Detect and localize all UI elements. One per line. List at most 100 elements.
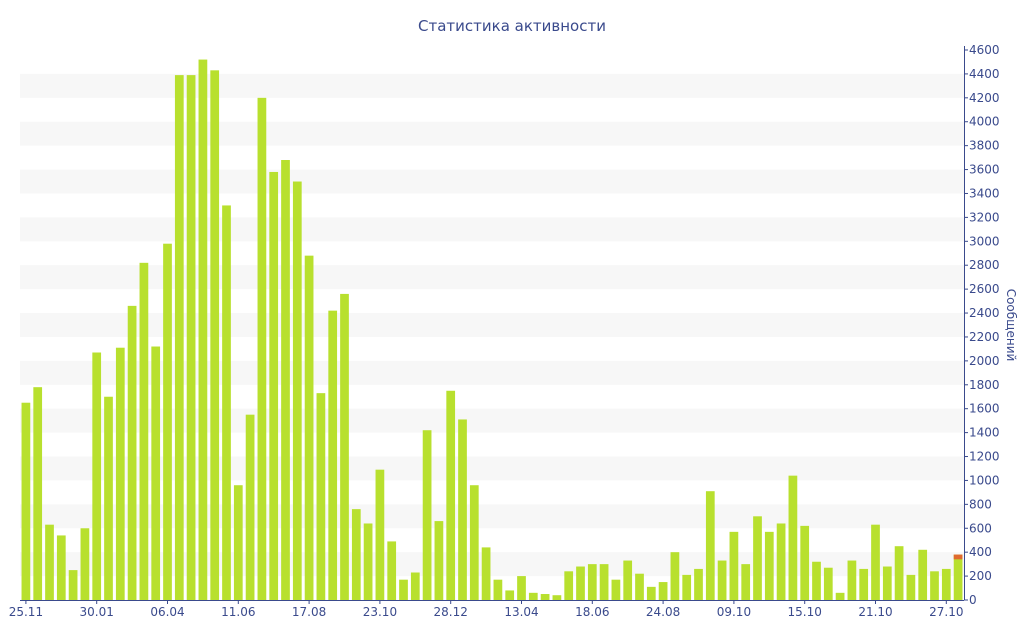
bar	[127, 305, 137, 600]
bar	[174, 75, 184, 600]
bars	[21, 59, 963, 601]
x-tick-label: 28.12	[434, 605, 468, 619]
grid-band	[20, 169, 964, 194]
y-tick-label: 2600	[969, 282, 1000, 296]
bar	[458, 419, 467, 600]
bar	[80, 528, 90, 600]
y-tick-label: 1600	[969, 402, 1000, 416]
y-tick-labels: 0 200 400 600 800 1000 1200 1400 1600 1800 2000 220…	[969, 43, 1000, 607]
bar	[906, 574, 916, 600]
bar	[469, 485, 479, 600]
bar	[953, 554, 963, 600]
y-tick-label: 4000	[969, 115, 1000, 129]
bar	[446, 390, 456, 600]
bar	[564, 571, 574, 600]
bar	[163, 243, 172, 600]
bar	[351, 509, 361, 600]
bar	[269, 171, 279, 600]
bar	[505, 590, 515, 600]
bar	[823, 567, 833, 600]
grid-bands	[20, 73, 964, 577]
bar	[139, 262, 149, 600]
y-tick-label: 3800	[969, 139, 1000, 153]
bar	[587, 564, 597, 600]
bar	[540, 594, 550, 600]
bar	[33, 387, 43, 600]
y-tick-label: 3400	[969, 186, 1000, 200]
x-tick-label: 13.04	[504, 605, 538, 619]
bar	[682, 574, 692, 600]
bar	[434, 521, 444, 600]
y-axis-label: Сообщений	[1004, 289, 1018, 362]
bar	[233, 485, 243, 600]
bar	[340, 293, 349, 600]
y-tick-label: 400	[969, 545, 992, 559]
bar	[304, 255, 314, 601]
y-tick-label: 800	[969, 497, 992, 511]
bar	[705, 491, 715, 600]
y-tick-label: 4600	[969, 43, 1000, 57]
bar	[776, 523, 786, 600]
x-tick-label: 30.01	[80, 605, 114, 619]
grid-band	[20, 456, 964, 481]
y-tick-label: 1000	[969, 473, 1000, 487]
bar	[399, 579, 408, 600]
axes	[20, 46, 968, 604]
bar	[788, 475, 798, 600]
bar	[493, 579, 503, 600]
y-tick-label: 4400	[969, 67, 1000, 81]
y-tick-label: 2800	[969, 258, 1000, 272]
bar	[694, 568, 703, 600]
bar	[375, 469, 385, 600]
y-tick-label: 2000	[969, 354, 1000, 368]
x-tick-label: 17.08	[292, 605, 326, 619]
bar	[528, 592, 538, 600]
chart-title: Статистика активности	[418, 17, 606, 35]
y-tick-label: 2400	[969, 306, 1000, 320]
bar	[635, 573, 644, 600]
bar	[257, 97, 267, 601]
bar	[764, 531, 774, 600]
bar	[812, 561, 821, 600]
y-tick-label: 2200	[969, 330, 1000, 344]
bar	[387, 541, 397, 600]
x-tick-label: 21.10	[858, 605, 892, 619]
bar	[882, 566, 892, 600]
bar	[918, 549, 928, 600]
bar	[941, 568, 951, 600]
bar	[245, 414, 255, 600]
bar	[56, 535, 66, 600]
y-tick-label: 3600	[969, 163, 1000, 177]
y-tick-label: 3200	[969, 210, 1000, 224]
x-tick-label: 27.10	[929, 605, 963, 619]
bar	[859, 568, 869, 600]
y-tick-label: 1400	[969, 426, 1000, 440]
bar	[894, 546, 904, 600]
bar	[670, 552, 680, 600]
bar	[517, 576, 526, 600]
x-tick-label: 24.08	[646, 605, 680, 619]
bar	[104, 396, 113, 600]
x-tick-label: 23.10	[363, 605, 397, 619]
bar	[552, 595, 562, 600]
grid-band	[20, 504, 964, 529]
grid-band	[20, 121, 964, 146]
grid-band	[20, 360, 964, 385]
y-tick-label: 0	[969, 593, 977, 607]
y-tick-label: 600	[969, 521, 992, 535]
bar	[45, 524, 54, 600]
x-tick-label: 15.10	[788, 605, 822, 619]
bar	[410, 572, 420, 600]
bar	[871, 524, 880, 600]
bar	[198, 59, 208, 601]
bar	[328, 310, 338, 600]
bar	[422, 430, 432, 600]
grid-band	[20, 217, 964, 242]
bar	[599, 564, 609, 600]
bar	[210, 70, 220, 600]
y-tick-label: 4200	[969, 91, 1000, 105]
bar	[623, 560, 633, 600]
bar	[481, 547, 491, 600]
bar	[292, 181, 302, 601]
